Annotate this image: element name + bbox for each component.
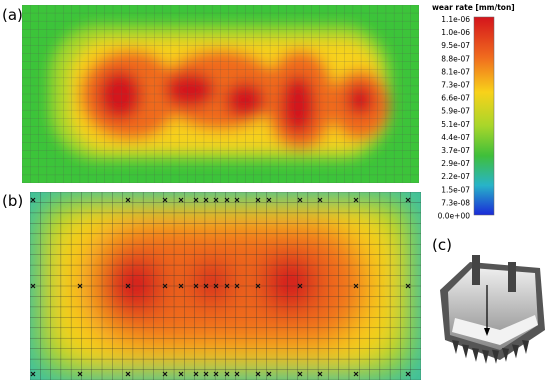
sensor-marker	[162, 283, 168, 289]
sensor-marker	[178, 283, 184, 289]
bucket-tooth	[512, 344, 519, 359]
sensor-marker	[30, 371, 36, 377]
sensor-marker	[203, 197, 209, 203]
colorbar-label: 2.9e-07	[441, 159, 470, 168]
sensor-marker	[213, 371, 219, 377]
sensor-marker	[224, 197, 230, 203]
colorbar-label: 0.0e+00	[438, 212, 471, 221]
sensor-marker	[255, 197, 261, 203]
sensor-marker	[266, 371, 272, 377]
sensor-marker	[405, 283, 411, 289]
sensor-marker	[213, 283, 219, 289]
colorbar-label: 5.9e-07	[441, 107, 470, 116]
sensor-marker	[162, 371, 168, 377]
sensor-marker	[30, 283, 36, 289]
panel-label: (a)	[2, 6, 23, 24]
sensor-marker	[193, 197, 199, 203]
sensor-marker	[255, 283, 261, 289]
colorbar-title: wear rate [mm/ton]	[432, 3, 515, 12]
colorbar-label: 9.5e-07	[441, 41, 470, 50]
sensor-marker	[405, 371, 411, 377]
sensor-marker	[193, 371, 199, 377]
sensor-marker	[353, 283, 359, 289]
sensor-marker	[77, 283, 83, 289]
sensor-marker	[224, 371, 230, 377]
sensor-marker	[213, 197, 219, 203]
colorbar-label: 1.0e-06	[441, 28, 470, 37]
colorbar-label: 7.3e-08	[441, 198, 470, 207]
bucket-tooth	[462, 344, 469, 359]
sensor-marker	[234, 371, 240, 377]
sensor-marker	[297, 197, 303, 203]
colorbar-label: 1.1e-06	[441, 15, 470, 24]
sensor-marker	[297, 283, 303, 289]
sensor-marker	[203, 371, 209, 377]
sensor-marker	[77, 371, 83, 377]
sensor-marker	[297, 371, 303, 377]
colorbar-label: 6.6e-07	[441, 94, 470, 103]
heatmap-b	[30, 192, 421, 380]
bucket-tooth	[502, 347, 509, 362]
sensor-marker	[203, 283, 209, 289]
colorbar	[473, 16, 495, 216]
sensor-marker	[125, 197, 131, 203]
sensor-marker	[317, 197, 323, 203]
sensor-marker	[224, 283, 230, 289]
colorbar-label: 2.2e-07	[441, 172, 470, 181]
bucket-tooth	[472, 347, 479, 362]
colorbar-label: 8.8e-07	[441, 54, 470, 63]
sensor-marker	[125, 283, 131, 289]
colorbar-label: 4.4e-07	[441, 133, 470, 142]
sensor-marker	[125, 371, 131, 377]
sensor-marker	[353, 371, 359, 377]
sensor-marker	[30, 197, 36, 203]
sensor-marker	[266, 197, 272, 203]
colorbar-label: 8.1e-07	[441, 67, 470, 76]
colorbar-label: 7.3e-07	[441, 81, 470, 90]
sensor-marker	[162, 197, 168, 203]
sensor-marker	[255, 371, 261, 377]
bucket-illustration	[440, 255, 545, 364]
colorbar-label: 3.7e-07	[441, 146, 470, 155]
colorbar-label: 5.1e-07	[441, 120, 470, 129]
bucket-tooth	[522, 340, 529, 354]
bucket-tooth	[482, 349, 489, 364]
panel-label: (c)	[432, 236, 452, 254]
sensor-marker	[317, 371, 323, 377]
bucket-tooth	[452, 340, 459, 354]
bucket-tooth	[492, 349, 499, 364]
sensor-marker	[178, 371, 184, 377]
sensor-marker	[234, 197, 240, 203]
colorbar-label: 1.5e-07	[441, 185, 470, 194]
panel-label: (b)	[2, 192, 23, 210]
sensor-marker	[234, 283, 240, 289]
heatmap-a	[22, 5, 419, 183]
sensor-marker	[353, 197, 359, 203]
sensor-marker	[193, 283, 199, 289]
sensor-marker	[178, 197, 184, 203]
sensor-marker	[405, 197, 411, 203]
